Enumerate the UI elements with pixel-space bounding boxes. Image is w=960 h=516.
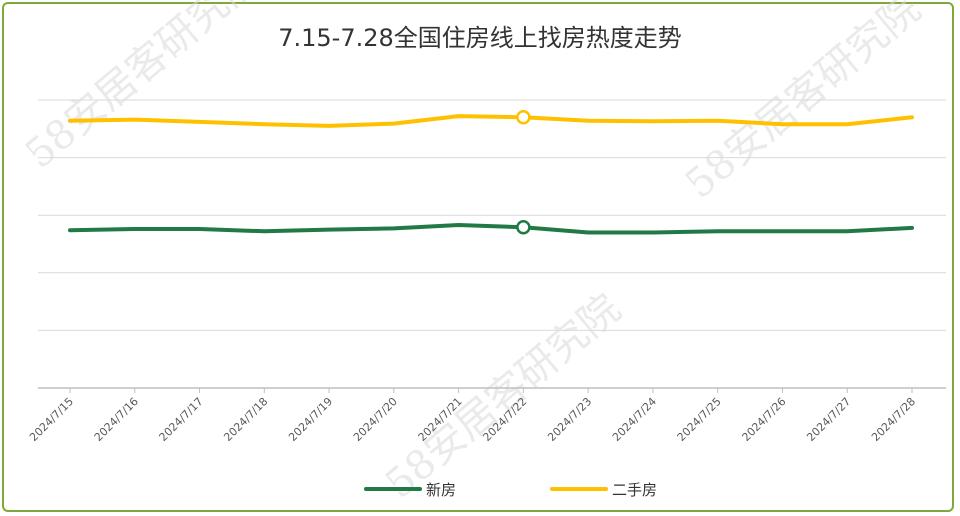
- watermark-text: 58安居客研究院: [17, 0, 269, 178]
- chart-title: 7.15-7.28全国住房线上找房热度走势: [278, 24, 682, 52]
- grid-lines: [38, 99, 946, 393]
- watermark-text: 58安居客研究院: [677, 0, 929, 208]
- series-lines: [68, 110, 914, 235]
- x-tick-label: 2024/7/27: [804, 395, 853, 444]
- legend: 新房 二手房: [364, 481, 657, 499]
- x-tick-label: 2024/7/15: [27, 395, 76, 444]
- x-tick-label: 2024/7/17: [157, 395, 206, 444]
- x-tick-label: 2024/7/18: [221, 395, 270, 444]
- x-tick-label: 2024/7/25: [675, 395, 724, 444]
- x-tick-label: 2024/7/16: [92, 395, 141, 444]
- x-tick-label: 2024/7/23: [545, 395, 594, 444]
- legend-label: 新房: [426, 481, 456, 499]
- series-line: [68, 223, 914, 235]
- watermark-text: 58安居客研究院: [377, 285, 629, 507]
- series-line: [68, 114, 914, 128]
- highlight-point: [516, 110, 531, 125]
- watermark-layer: 58安居客研究院 58安居客研究院 58安居客研究院: [17, 0, 929, 508]
- highlight-point: [516, 220, 531, 235]
- legend-label: 二手房: [612, 481, 657, 499]
- x-tick-label: 2024/7/19: [286, 395, 335, 444]
- x-tick-label: 2024/7/20: [351, 395, 400, 444]
- x-tick-label: 2024/7/26: [740, 395, 789, 444]
- x-tick-label: 2024/7/24: [610, 395, 659, 444]
- x-tick-label: 2024/7/28: [869, 395, 918, 444]
